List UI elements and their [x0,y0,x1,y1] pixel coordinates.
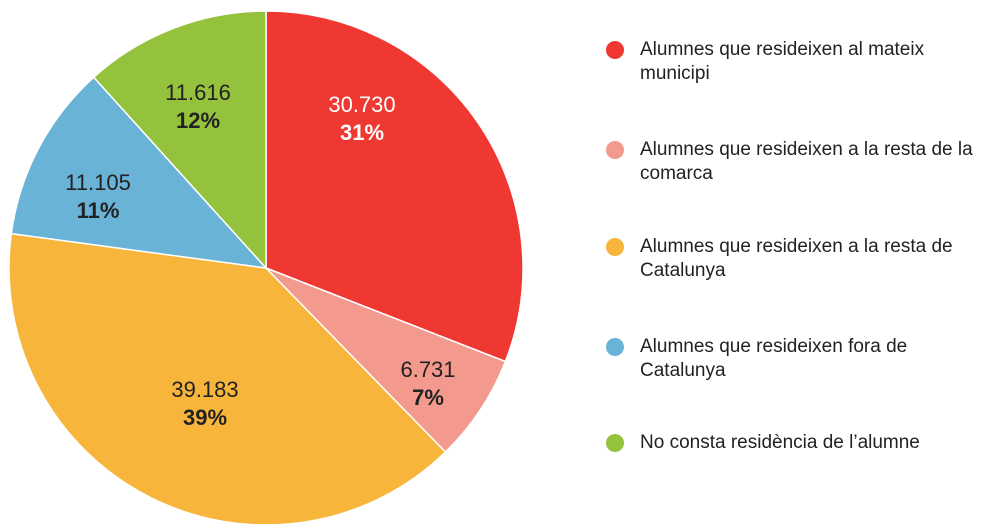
value-label: 11.616 [165,80,231,105]
legend-swatch [606,141,624,159]
legend-label: Alumnes que resideixen al mateix municip… [640,39,925,84]
legend-swatch [606,41,624,59]
percent-label: 39% [183,405,227,430]
legend-swatch [606,238,624,256]
slice [265,10,524,363]
value-label: 11.105 [65,170,131,195]
value-label: 6.731 [400,357,455,382]
slice [10,76,268,270]
pie: 30.730 31% 6.731 7% 39.183 39% 11.105 11% 11.616… [8,10,524,524]
legend-swatch [606,338,624,356]
legend-label: Alumnes que resideixen a la resta de la … [640,139,973,184]
legend-label: No consta residència de l’alumne [640,432,920,453]
value-label: 39.183 [171,377,238,402]
legend-label: Alumnes que resideixen fora de Catalunya [640,336,908,381]
slice [265,267,507,454]
percent-label: 12% [176,108,220,133]
percent-label: 11% [77,198,120,223]
value-label: 30.730 [328,92,395,117]
percent-label: 7% [412,385,444,410]
slice [92,10,267,270]
slice [8,232,447,524]
legend-label: Alumnes que resideixen a la resta de Cat… [640,236,953,281]
percent-label: 31% [340,120,384,145]
legend-swatch [606,434,624,452]
